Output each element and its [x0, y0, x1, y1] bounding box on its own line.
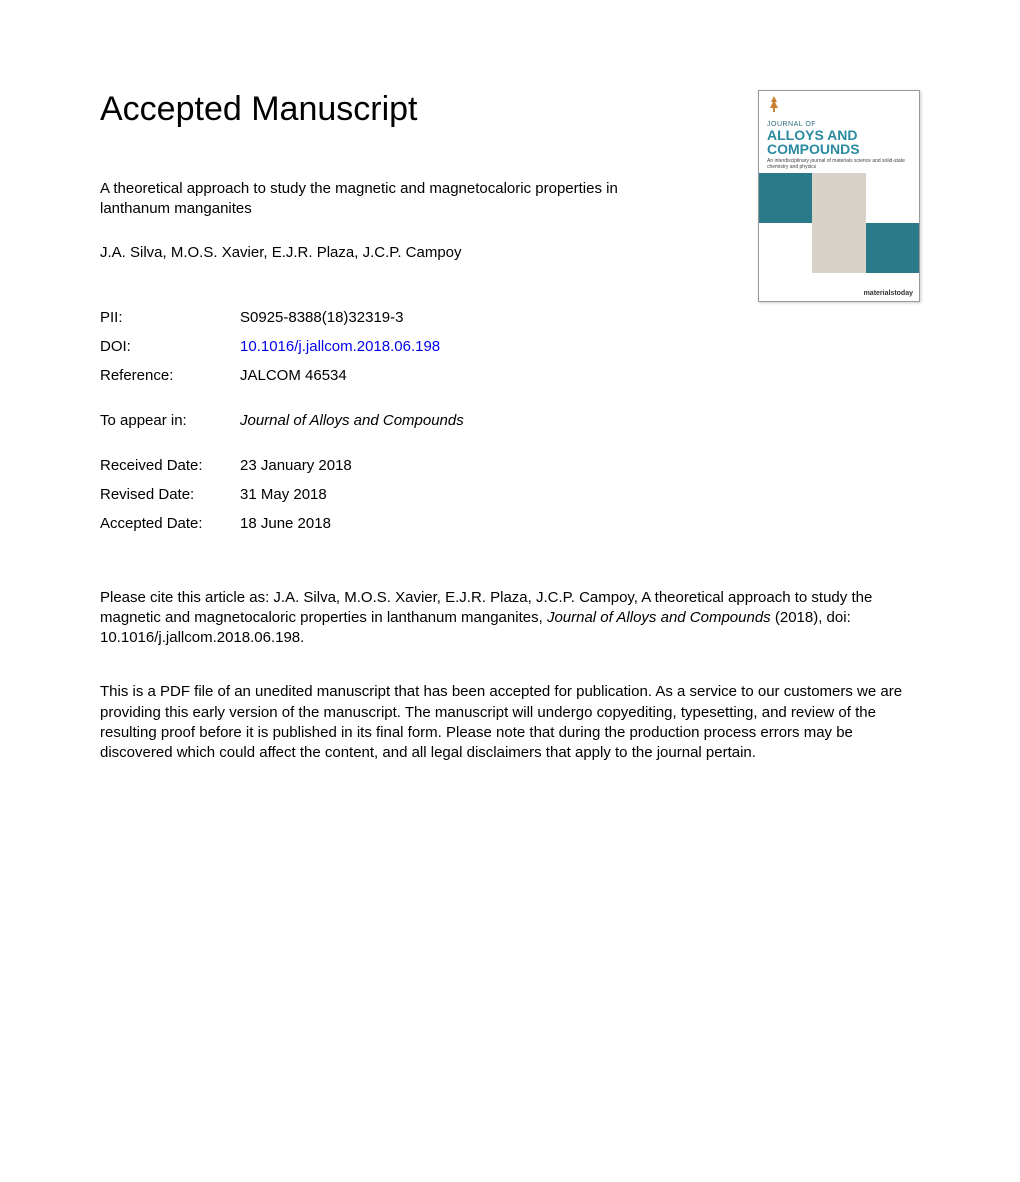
disclaimer-block: This is a PDF file of an unedited manusc…	[100, 682, 920, 763]
cover-pattern	[759, 173, 919, 273]
cover-desc: An interdisciplinary journal of material…	[767, 159, 911, 170]
metadata-table: PII: S0925-8388(18)32319-3 DOI: 10.1016/…	[100, 303, 464, 538]
meta-row-received: Received Date: 23 January 2018	[100, 435, 464, 480]
meta-value: S0925-8388(18)32319-3	[240, 303, 464, 332]
meta-label: Accepted Date:	[100, 509, 240, 538]
meta-label: DOI:	[100, 332, 240, 361]
cover-square	[866, 173, 919, 223]
cover-header	[759, 91, 919, 117]
meta-row-pii: PII: S0925-8388(18)32319-3	[100, 303, 464, 332]
cover-footer: materialstoday	[864, 290, 913, 297]
meta-row-accepted: Accepted Date: 18 June 2018	[100, 509, 464, 538]
elsevier-tree-icon	[765, 95, 783, 113]
cover-title-block: JOURNAL OF ALLOYS AND COMPOUNDS An inter…	[759, 117, 919, 170]
meta-label: Revised Date:	[100, 480, 240, 509]
citation-journal: Journal of Alloys and Compounds	[547, 609, 771, 626]
doi-link[interactable]: 10.1016/j.jallcom.2018.06.198	[240, 338, 440, 355]
meta-value: 18 June 2018	[240, 509, 464, 538]
meta-row-reference: Reference: JALCOM 46534	[100, 361, 464, 390]
meta-value: JALCOM 46534	[240, 361, 464, 390]
meta-value: 23 January 2018	[240, 435, 464, 480]
meta-label: Reference:	[100, 361, 240, 390]
meta-value: Journal of Alloys and Compounds	[240, 390, 464, 435]
meta-row-revised: Revised Date: 31 May 2018	[100, 480, 464, 509]
cover-square	[812, 223, 865, 273]
meta-row-doi: DOI: 10.1016/j.jallcom.2018.06.198	[100, 332, 464, 361]
meta-label: PII:	[100, 303, 240, 332]
meta-row-appear: To appear in: Journal of Alloys and Comp…	[100, 390, 464, 435]
meta-label: Received Date:	[100, 435, 240, 480]
meta-label: To appear in:	[100, 390, 240, 435]
meta-value: 10.1016/j.jallcom.2018.06.198	[240, 332, 464, 361]
cover-title-line2: COMPOUNDS	[767, 142, 911, 156]
cover-square	[812, 173, 865, 223]
citation-block: Please cite this article as: J.A. Silva,…	[100, 588, 910, 649]
cover-square	[759, 223, 812, 273]
article-title: A theoretical approach to study the magn…	[100, 179, 660, 220]
cover-title-line1: ALLOYS AND	[767, 128, 911, 142]
meta-value: 31 May 2018	[240, 480, 464, 509]
journal-cover-thumbnail: JOURNAL OF ALLOYS AND COMPOUNDS An inter…	[758, 90, 920, 302]
page: Accepted Manuscript JOURNAL OF ALLOYS AN…	[0, 0, 1020, 823]
cover-square	[866, 223, 919, 273]
cover-square	[759, 173, 812, 223]
